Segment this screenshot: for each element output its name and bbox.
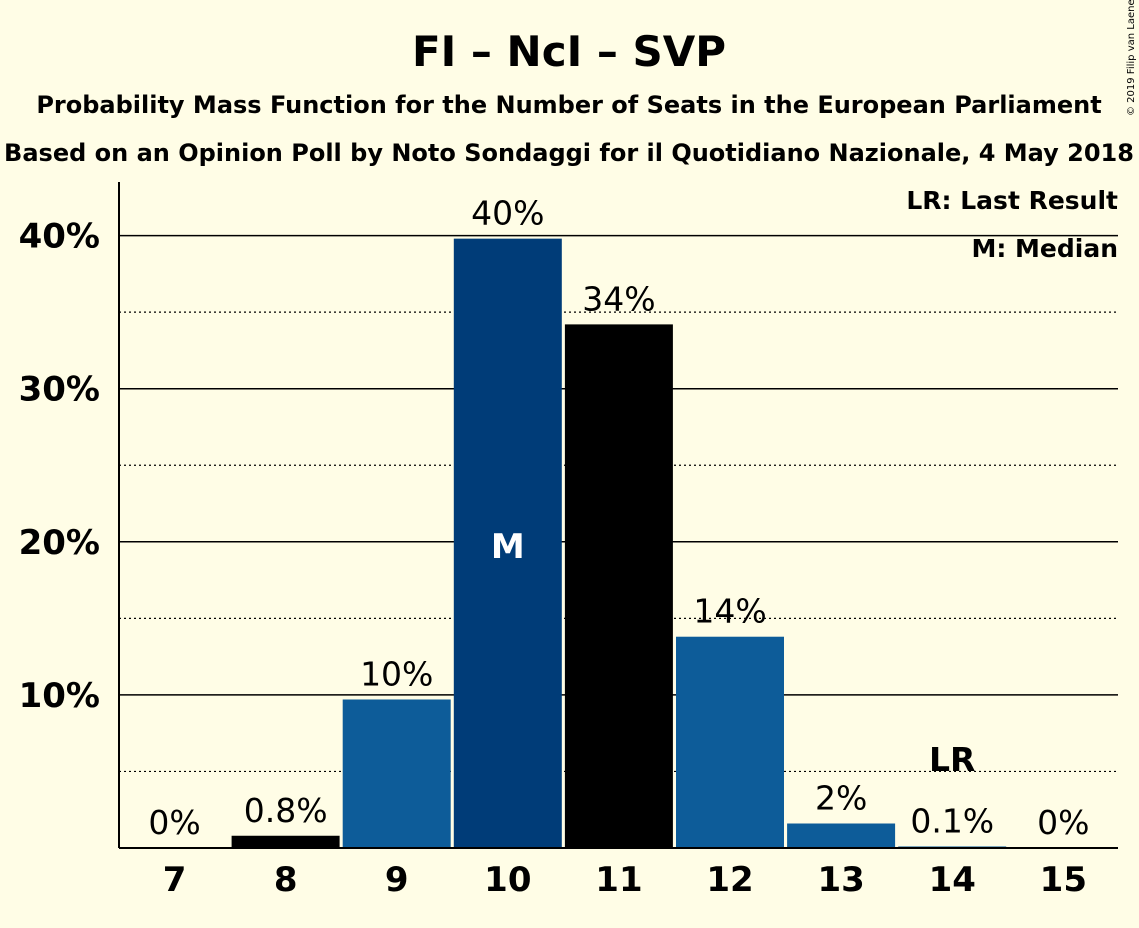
bar-layer (231, 238, 1007, 849)
data-label: 0% (1037, 803, 1089, 842)
legend-last-result: LR: Last Result (906, 186, 1118, 215)
median-marker: M (491, 527, 525, 567)
bar (342, 699, 451, 848)
data-label: 10% (360, 654, 433, 693)
chart-subtitle-2: Based on an Opinion Poll by Noto Sondagg… (4, 139, 1134, 167)
x-tick-label: 7 (163, 860, 187, 900)
data-label: 0.8% (244, 791, 328, 830)
x-tick-label: 10 (484, 860, 531, 900)
chart-subtitle-1: Probability Mass Function for the Number… (36, 91, 1101, 119)
x-tick-label: 11 (595, 860, 642, 900)
data-label: 14% (693, 592, 766, 631)
x-tick-label: 12 (706, 860, 753, 900)
legend-median: M: Median (971, 234, 1118, 263)
chart-title: FI – NcI – SVP (412, 27, 726, 76)
data-label: 40% (471, 194, 544, 233)
y-tick-label: 20% (19, 523, 100, 563)
data-label: 34% (582, 279, 655, 318)
bar (676, 636, 784, 848)
y-tick-label: 30% (19, 370, 100, 410)
last-result-marker: LR (929, 740, 975, 779)
x-tick-label: 9 (385, 860, 409, 900)
bar (453, 238, 562, 849)
x-tick-label: 14 (929, 860, 976, 900)
x-tick-label: 8 (274, 860, 298, 900)
axis-layer: 10% 20% 30% 40% 7 8 9 10 11 12 13 14 15 (19, 182, 1118, 900)
bar (787, 823, 896, 848)
label-layer: 0% 0.8% 10% 40% 34% 14% 2% 0.1% 0% M LR (148, 194, 1089, 842)
data-label: 0.1% (910, 801, 994, 840)
bar (564, 324, 673, 848)
grid-layer (119, 234, 1118, 773)
x-tick-label: 15 (1040, 860, 1087, 900)
copyright-notice: © 2019 Filip van Laenen (1126, 0, 1137, 116)
y-tick-label: 40% (19, 217, 100, 257)
bar (231, 835, 340, 848)
y-tick-label: 10% (19, 676, 100, 716)
x-tick-label: 13 (817, 860, 864, 900)
data-label: 2% (815, 779, 867, 818)
data-label: 0% (148, 803, 200, 842)
